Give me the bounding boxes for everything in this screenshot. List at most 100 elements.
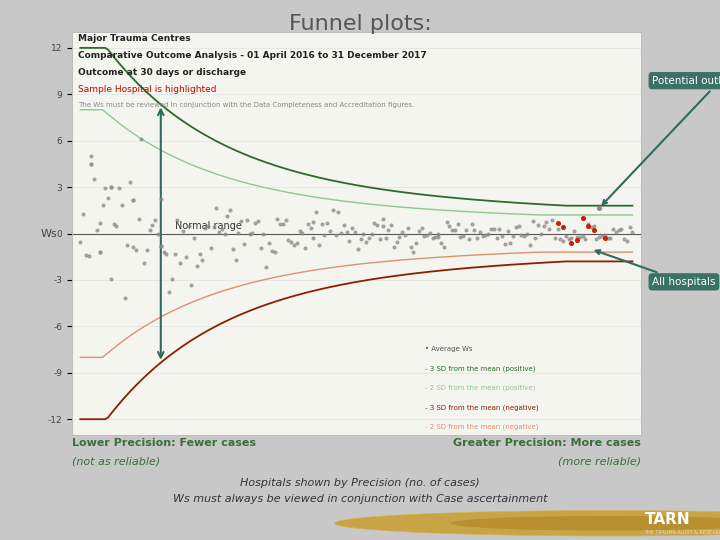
Point <box>102 193 114 202</box>
Point <box>307 234 319 242</box>
Point <box>616 224 627 233</box>
Point <box>577 214 588 222</box>
Point <box>424 228 436 237</box>
Point <box>621 237 633 246</box>
Point <box>255 244 266 252</box>
Point <box>599 231 611 239</box>
Point <box>169 250 181 259</box>
Point <box>86 151 97 160</box>
Point <box>199 224 211 232</box>
Point <box>183 222 194 231</box>
Point <box>585 222 597 231</box>
Point <box>605 233 616 242</box>
Point <box>343 237 355 245</box>
Point <box>238 240 250 248</box>
Point <box>518 232 530 240</box>
Point <box>593 233 605 241</box>
Point <box>336 229 347 238</box>
Point <box>210 204 222 212</box>
Point <box>266 246 277 255</box>
Point <box>510 222 522 231</box>
Point <box>590 235 602 244</box>
Point <box>147 221 158 230</box>
Point <box>352 245 364 253</box>
Point <box>377 215 389 224</box>
Point <box>96 201 108 210</box>
Point <box>433 230 444 238</box>
Point <box>607 225 618 233</box>
Point <box>377 221 389 230</box>
Point <box>394 233 405 241</box>
Text: • Average Ws: • Average Ws <box>425 346 472 352</box>
Point <box>463 235 474 244</box>
Point <box>566 234 577 242</box>
Point <box>618 235 630 244</box>
Point <box>441 217 452 226</box>
Point <box>171 216 183 225</box>
Point <box>77 209 89 218</box>
Point <box>208 223 220 232</box>
Point <box>341 228 353 237</box>
Point <box>94 248 106 256</box>
Point <box>505 239 516 248</box>
Point <box>244 230 256 238</box>
Point <box>233 229 244 238</box>
Point <box>596 232 608 240</box>
Point <box>557 223 569 232</box>
Text: TARN: TARN <box>644 512 690 526</box>
Point <box>141 246 153 254</box>
Point <box>563 234 575 243</box>
Circle shape <box>450 516 720 531</box>
Point <box>532 220 544 229</box>
Point <box>138 259 150 267</box>
Point <box>99 184 111 193</box>
Point <box>241 215 253 224</box>
Point <box>158 247 169 256</box>
Point <box>460 226 472 234</box>
Text: The Ws must be reviewed in conjunction with the Data Completeness and Accreditat: The Ws must be reviewed in conjunction w… <box>78 102 414 108</box>
Point <box>252 217 264 225</box>
Point <box>527 217 539 225</box>
Point <box>197 256 208 265</box>
Point <box>235 217 247 225</box>
Point <box>571 232 582 241</box>
Point <box>127 195 139 204</box>
Point <box>330 231 341 239</box>
Point <box>152 229 163 238</box>
Point <box>552 225 563 234</box>
Text: - 3 SD from the mean (negative): - 3 SD from the mean (negative) <box>425 404 539 410</box>
Point <box>89 175 100 184</box>
Point <box>538 222 549 231</box>
Text: Major Trauma Centres: Major Trauma Centres <box>78 35 190 43</box>
Point <box>549 233 561 242</box>
Point <box>599 234 611 242</box>
Point <box>580 234 591 243</box>
Point <box>91 226 103 234</box>
Point <box>399 231 410 239</box>
Text: Funnel plots:: Funnel plots: <box>289 14 431 33</box>
Point <box>482 230 494 238</box>
Point <box>305 224 316 233</box>
Point <box>83 252 94 260</box>
Point <box>379 234 391 242</box>
Point <box>416 224 428 232</box>
Point <box>557 237 569 245</box>
Point <box>225 206 236 214</box>
Point <box>307 218 319 226</box>
Point <box>374 234 386 243</box>
Point <box>360 238 372 247</box>
Point <box>444 222 455 231</box>
Point <box>119 294 130 302</box>
Point <box>285 237 297 246</box>
Point <box>322 219 333 228</box>
Point <box>297 228 308 237</box>
Point <box>105 275 117 284</box>
Point <box>144 226 156 234</box>
Point <box>469 226 480 234</box>
Point <box>358 230 369 238</box>
Point <box>86 160 97 168</box>
Point <box>552 218 563 227</box>
Point <box>202 222 214 231</box>
Point <box>433 232 444 241</box>
Point <box>493 225 505 233</box>
